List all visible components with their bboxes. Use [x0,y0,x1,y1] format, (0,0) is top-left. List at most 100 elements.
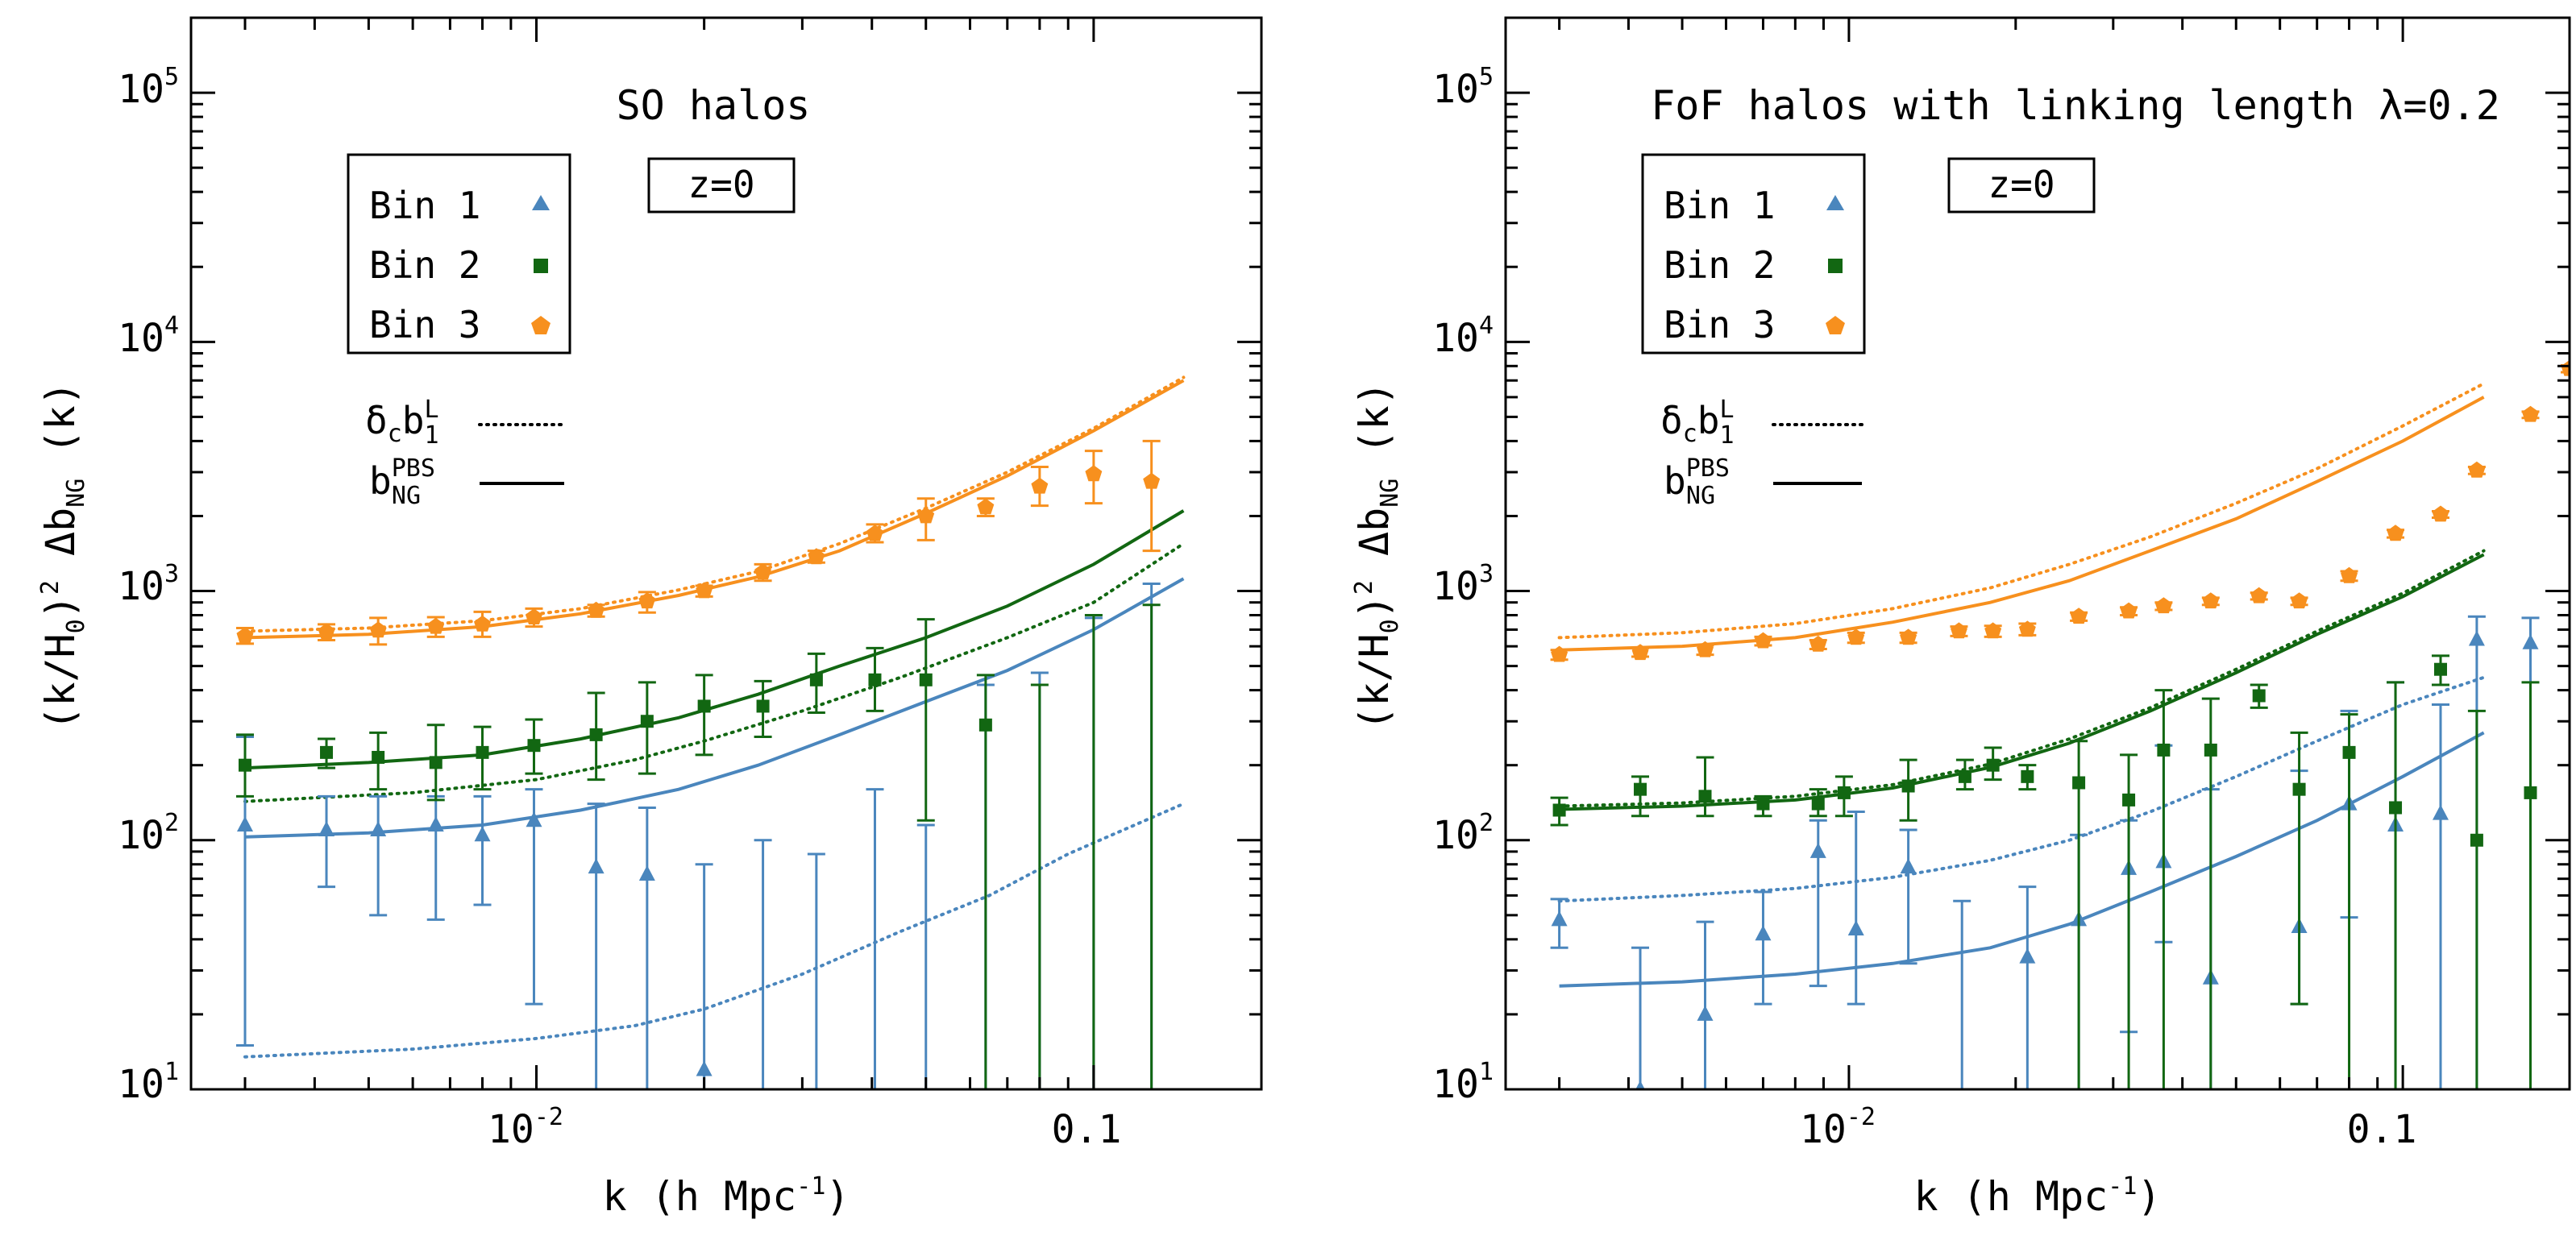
bin-2-data-point [2018,764,2037,791]
panel-fof-halos: 101 102 103 104 105 10-2 0.1 k (h Mpc-1)… [1350,16,2571,1220]
bin-2-data-point [1955,758,1974,791]
bin-1-solid-curve [244,577,1185,839]
bin-1-data-point [1847,811,1865,1006]
bin-1-data-point [1754,890,1772,1006]
pentagon-marker [2120,602,2138,619]
plot-area [236,375,1186,1171]
bin-1-data-point [1550,898,1568,949]
pentagon-marker [917,507,935,524]
bin-2-data-point [525,718,543,775]
bin-3-data-point [236,627,255,645]
square-marker [1698,790,1712,803]
square-marker [919,673,933,686]
legend: Bin 1 Bin 2 Bin 3 [1641,153,1866,355]
pentagon-marker [754,563,771,580]
bin-3-data-point [587,601,605,618]
bin-1-data-point [807,852,825,1089]
y-tick-labels: 101 102 103 104 105 [118,63,179,1107]
triangle-marker [427,816,444,832]
bin-2-data-point [2290,731,2308,1006]
bin-3-data-point [638,591,656,614]
square-marker [2021,769,2034,783]
pentagon-marker [808,548,825,565]
redshift-label: z=0 [1988,163,2055,206]
line-legend-label-dotted: δcbL 1 [1660,396,1735,450]
redshift-box [647,157,796,214]
bin-3-dotted-curve [1557,382,2486,640]
bin-3-data-point [1847,628,1865,645]
bin-1-data-point [318,794,336,889]
series-layer [1550,359,2570,1171]
bin-3-data-point [2070,608,2088,624]
pentagon-marker [2561,359,2570,376]
triangle-marker [370,820,387,836]
pentagon-marker [1809,635,1827,652]
pentagon-marker [1755,632,1772,649]
square-marker [809,673,823,686]
y-tick-label: 103 [1432,560,1494,609]
legend-label: Bin 2 [1664,243,1775,287]
bin-2-data-point [1899,758,1917,822]
pentagon-marker [2291,592,2308,609]
bin-1-data-point [1953,899,1971,1171]
square-marker [589,728,603,741]
bin-2-data-point [236,733,255,798]
square-marker [1756,797,1770,811]
bin-1-data-point [587,802,605,1089]
bin-2-data-point [866,646,884,712]
bin-2-data-point [426,724,445,802]
bin-2-data-point [754,679,772,738]
square-marker [372,750,385,764]
bin-2-data-point [1631,775,1650,818]
bin-3-data-point [2431,505,2449,522]
chart-title: SO halos [617,82,811,129]
bin-2-data-point [473,725,492,791]
bin-2-data-point [2340,713,2358,1089]
pentagon-marker [588,601,605,618]
pentagon-marker [866,525,883,541]
bin-3-data-point [369,616,388,646]
triangle-marker [588,858,605,874]
plot-frame [1504,16,2571,1091]
bin-2-dotted-curve [243,541,1186,803]
triangle-marker [237,816,254,832]
bin-3-data-point [1950,622,1968,639]
triangle-marker [1900,858,1917,874]
bin-2-data-point [1030,683,1049,1089]
square-marker [1901,779,1915,793]
bin-2-data-point [587,691,605,782]
triangle-marker [1635,1080,1645,1089]
pentagon-marker [2341,566,2358,583]
legend-marker-triangle [1826,195,1844,210]
square-marker [1811,797,1825,811]
bin-3-data-point [2018,620,2037,637]
bin-2-data-point [1696,756,1714,818]
triangle-marker [1755,925,1772,941]
bin-2-data-point [638,681,656,775]
triangle-marker [1144,1155,1160,1171]
bin-3-data-point [695,582,713,599]
bin-2-data-point [318,737,336,769]
triangle-marker [1954,1155,1970,1171]
bin-2-solid-curve [244,509,1185,770]
pentagon-marker [977,498,995,515]
bin-3-data-point [754,562,772,583]
bin-2-data-point [2201,697,2220,1089]
bin-2-data-point [2387,681,2405,1089]
bin-1-data-point [695,863,713,1089]
bin-2-dotted-curve [1557,549,2486,808]
bin-2-data-point [1834,775,1853,818]
pentagon-marker [2432,505,2449,522]
pentagon-marker [1031,477,1049,494]
y-tick-label: 104 [118,312,179,361]
bin-1-data-point [1631,946,1650,1089]
x-tick-label: 0.1 [2347,1107,2417,1152]
legend-label: Bin 3 [369,303,480,346]
triangle-marker [526,811,542,827]
bin-3-data-point [2120,602,2138,619]
square-marker [640,715,654,728]
triangle-marker [474,826,491,842]
line-legend: δcbL 1 bPBS NG [1660,396,1863,510]
square-marker [1986,758,2000,772]
bin-3-data-point [1809,635,1827,652]
